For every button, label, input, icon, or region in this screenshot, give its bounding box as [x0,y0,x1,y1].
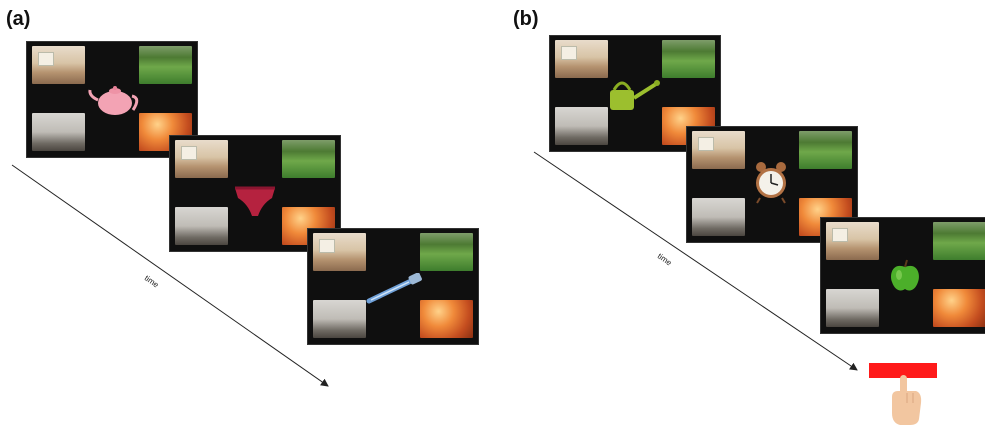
kitchen-thumbnail [692,131,745,169]
time-arrow-b [533,151,858,371]
panel-a-label: (a) [6,8,31,30]
bathroom-thumbnail [32,113,85,151]
garden-thumbnail [933,222,985,260]
bathroom-thumbnail [826,289,879,327]
teapot-icon [88,86,139,115]
alarm-clock-icon [756,162,786,204]
bathroom-thumbnail [175,207,228,245]
response-bar[interactable] [869,363,937,378]
kitchen-thumbnail [826,222,879,260]
kitchen-thumbnail [313,233,366,271]
garden-thumbnail [139,46,192,84]
kitchen-thumbnail [175,140,228,178]
garden-thumbnail [799,131,852,169]
kitchen-thumbnail [32,46,85,84]
bathroom-thumbnail [313,300,366,338]
time-arrow-a [11,164,329,387]
garden-thumbnail [282,140,335,178]
underwear-icon [235,186,275,216]
bathroom-thumbnail [692,198,745,236]
panel-a-screen-2 [169,135,341,252]
pointing-hand-icon [892,375,922,425]
garden-thumbnail [662,40,715,78]
green-apple-icon [891,259,919,291]
garden-thumbnail [420,233,473,271]
kitchen-thumbnail [555,40,608,78]
panel-b-screen-3 [820,217,985,334]
bathroom-thumbnail [555,107,608,145]
bedroom-thumbnail [420,300,473,338]
bedroom-thumbnail [933,289,985,327]
panel-a-screen-1 [26,41,198,158]
panel-a-screen-3 [307,228,479,345]
watering-can-icon [610,80,660,110]
panel-b-label: (b) [513,8,539,30]
razor-icon [366,273,422,304]
